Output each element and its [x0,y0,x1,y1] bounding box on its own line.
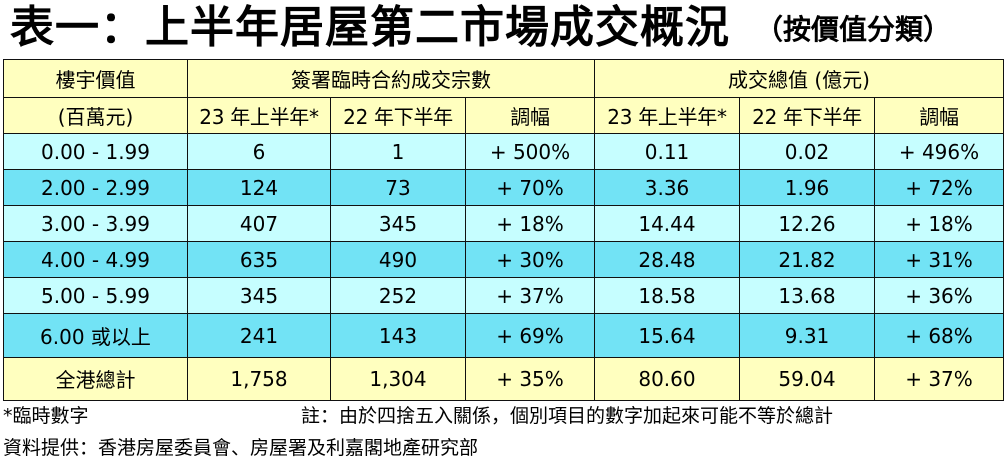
header-col-count-23h1: 23 年上半年* [187,97,331,134]
header-range-unit: (百萬元) [3,97,188,134]
row-value-change: + 31% [874,241,1004,279]
header-col-value-change: 調幅 [874,97,1004,134]
total-count-change: + 35% [465,356,595,402]
table-row: 4.00 - 4.99 635 490 + 30% 28.48 21.82 + … [3,241,1004,279]
row-value-22h2: 12.26 [739,205,875,243]
row-value-22h2: 13.68 [739,277,875,315]
header-range-label: 樓宇價值 [3,59,188,98]
row-count-23h1: 635 [187,241,331,279]
source-note: 資料提供：香港房屋委員會、房屋署及利嘉閣地產研究部 [3,437,479,459]
page-subtitle: （按價值分類） [755,13,952,46]
row-value-22h2: 1.96 [739,169,875,207]
table-row: 6.00 或以上 241 143 + 69% 15.64 9.31 + 68% [3,313,1004,358]
row-count-23h1: 407 [187,205,331,243]
footnote-rounding: 註：由於四捨五入關係，個別項目的數字加起來可能不等於總計 [301,405,834,427]
header-group-count: 簽署臨時合約成交宗數 [187,59,595,98]
header-row-2: (百萬元) 23 年上半年* 22 年下半年 調幅 23 年上半年* 22 年下… [3,97,1004,134]
row-count-22h2: 143 [330,313,466,358]
header-col-value-23h1: 23 年上半年* [594,97,740,134]
row-count-22h2: 1 [330,132,466,171]
row-count-change: + 500% [465,132,595,171]
table-row: 0.00 - 1.99 6 1 + 500% 0.11 0.02 + 496% [3,132,1004,171]
row-value-23h1: 3.36 [594,169,740,207]
page-title-bar: 表一：上半年居屋第二市場成交概況 （按價值分類） [0,0,1006,58]
row-value-23h1: 0.11 [594,132,740,171]
total-value-23h1: 80.60 [594,356,740,402]
row-count-22h2: 345 [330,205,466,243]
table-row: 5.00 - 5.99 345 252 + 37% 18.58 13.68 + … [3,277,1004,315]
row-value-23h1: 15.64 [594,313,740,358]
row-value-22h2: 21.82 [739,241,875,279]
row-count-change: + 30% [465,241,595,279]
total-value-change: + 37% [874,356,1004,402]
row-count-23h1: 241 [187,313,331,358]
row-range: 3.00 - 3.99 [3,205,188,243]
row-count-change: + 69% [465,313,595,358]
header-col-value-22h2: 22 年下半年 [739,97,875,134]
row-count-22h2: 252 [330,277,466,315]
header-group-value: 成交總值 (億元) [594,59,1004,98]
footnote-provisional: *臨時數字 [3,405,89,427]
table-row: 3.00 - 3.99 407 345 + 18% 14.44 12.26 + … [3,205,1004,243]
row-value-23h1: 18.58 [594,277,740,315]
row-value-22h2: 9.31 [739,313,875,358]
row-range: 0.00 - 1.99 [3,132,188,171]
row-range: 5.00 - 5.99 [3,277,188,315]
row-count-22h2: 490 [330,241,466,279]
total-range: 全港總計 [3,356,188,402]
total-count-22h2: 1,304 [330,356,466,402]
row-value-change: + 36% [874,277,1004,315]
row-value-23h1: 28.48 [594,241,740,279]
row-range: 2.00 - 2.99 [3,169,188,207]
row-count-22h2: 73 [330,169,466,207]
row-count-23h1: 124 [187,169,331,207]
row-count-23h1: 6 [187,132,331,171]
table-row: 2.00 - 2.99 124 73 + 70% 3.36 1.96 + 72% [3,169,1004,207]
row-count-change: + 70% [465,169,595,207]
row-count-change: + 18% [465,205,595,243]
row-range: 4.00 - 4.99 [3,241,188,279]
header-col-count-change: 調幅 [465,97,595,134]
transaction-table: 樓宇價值 簽署臨時合約成交宗數 成交總值 (億元) (百萬元) 23 年上半年*… [3,59,1004,402]
row-count-23h1: 345 [187,277,331,315]
header-row-1: 樓宇價值 簽署臨時合約成交宗數 成交總值 (億元) [3,59,1004,98]
page-title: 表一：上半年居屋第二市場成交概況 [10,2,730,53]
total-count-23h1: 1,758 [187,356,331,402]
total-row: 全港總計 1,758 1,304 + 35% 80.60 59.04 + 37% [3,356,1004,402]
row-value-change: + 18% [874,205,1004,243]
row-value-22h2: 0.02 [739,132,875,171]
row-value-change: + 68% [874,313,1004,358]
row-value-change: + 72% [874,169,1004,207]
row-range: 6.00 或以上 [3,313,188,358]
row-value-change: + 496% [874,132,1004,171]
row-value-23h1: 14.44 [594,205,740,243]
row-count-change: + 37% [465,277,595,315]
total-value-22h2: 59.04 [739,356,875,402]
header-col-count-22h2: 22 年下半年 [330,97,466,134]
